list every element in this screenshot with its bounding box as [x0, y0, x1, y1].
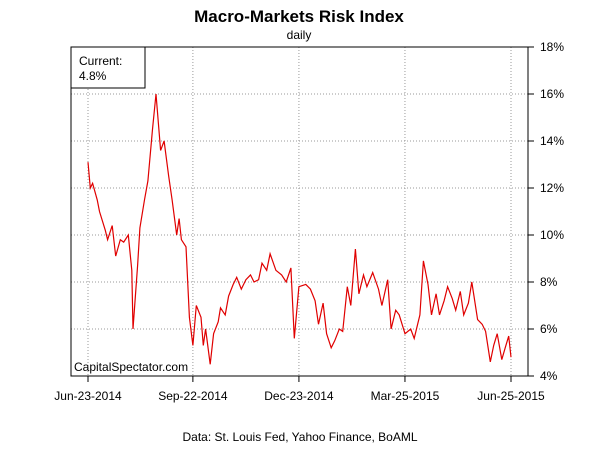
y-tick-label: 10% — [540, 228, 564, 242]
y-axis: 4% 6% 8% 10% 12% 14% 16% 18% — [528, 40, 564, 383]
y-tick-label: 8% — [540, 275, 558, 289]
chart-subtitle: daily — [287, 28, 312, 42]
x-tick-label: Sep-22-2014 — [158, 389, 228, 403]
source-note: Data: St. Louis Fed, Yahoo Finance, BoAM… — [182, 430, 417, 444]
current-label: Current: — [79, 54, 122, 68]
risk-index-line — [87, 93, 512, 365]
x-tick-label: Jun-23-2014 — [54, 389, 122, 403]
grid-lines — [71, 47, 528, 376]
y-tick-label: 16% — [540, 87, 564, 101]
watermark-text: CapitalSpectator.com — [74, 360, 188, 374]
y-tick-label: 4% — [540, 369, 558, 383]
y-tick-label: 18% — [540, 40, 564, 54]
y-tick-label: 6% — [540, 322, 558, 336]
chart-title: Macro-Markets Risk Index — [194, 7, 404, 26]
current-value: 4.8% — [79, 69, 107, 83]
plot-frame — [70, 46, 529, 377]
y-tick-label: 14% — [540, 134, 564, 148]
x-tick-label: Jun-25-2015 — [477, 389, 545, 403]
x-tick-label: Mar-25-2015 — [371, 389, 440, 403]
current-value-box: Current: 4.8% — [70, 46, 146, 89]
x-tick-label: Dec-23-2014 — [264, 389, 334, 403]
current-box-frame — [70, 46, 146, 89]
y-tick-label: 12% — [540, 181, 564, 195]
x-axis: Jun-23-2014 Sep-22-2014 Dec-23-2014 Mar-25-… — [54, 376, 545, 403]
